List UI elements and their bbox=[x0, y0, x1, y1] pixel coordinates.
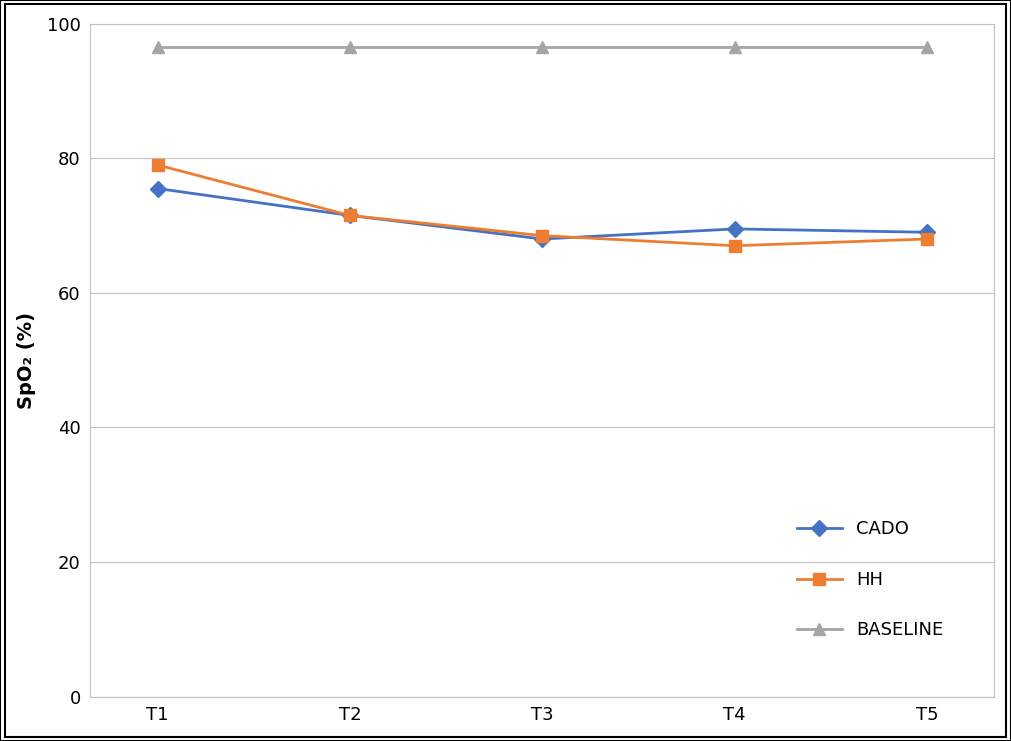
Legend: CADO, HH, BASELINE: CADO, HH, BASELINE bbox=[783, 506, 958, 654]
Y-axis label: SpO₂ (%): SpO₂ (%) bbox=[16, 312, 35, 408]
